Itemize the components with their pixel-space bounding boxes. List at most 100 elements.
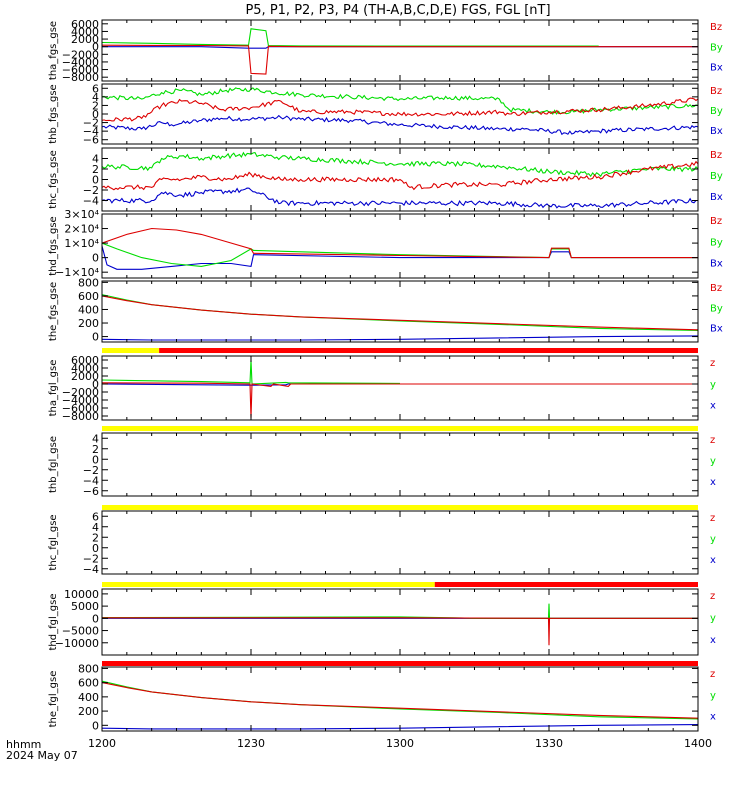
legend-z: z xyxy=(710,669,715,680)
y-tick-label: 2000 xyxy=(71,33,99,46)
y-tick-label: −10000 xyxy=(55,637,99,650)
panel-frame xyxy=(101,432,699,497)
panel-tha_fgs_gse: 6000400020000−2000−4000−6000−8000tha_fgs… xyxy=(48,18,723,84)
y-tick-label: −2000 xyxy=(62,48,99,61)
legend-x: x xyxy=(710,477,716,488)
legend-y: y xyxy=(710,456,716,467)
series-By xyxy=(102,151,698,178)
y-tick-label: −4000 xyxy=(62,56,99,69)
y-axis-label: the_fgl_gse xyxy=(48,671,59,728)
y-tick-label: 4 xyxy=(92,521,99,534)
y-tick-label: 6000 xyxy=(71,18,99,31)
x-tick-label: 1400 xyxy=(684,737,712,750)
legend-x: x xyxy=(710,401,716,412)
y-tick-label: −8000 xyxy=(62,71,99,84)
y-axis-label: thd_fgl_gse xyxy=(48,594,59,651)
y-tick-label: −5000 xyxy=(62,625,99,638)
y-tick-label: 4 xyxy=(92,153,99,166)
legend-y: y xyxy=(710,613,716,624)
y-tick-label: 600 xyxy=(78,677,99,690)
y-tick-label: 200 xyxy=(78,705,99,718)
legend-By: By xyxy=(710,237,723,248)
legend-By: By xyxy=(710,106,723,117)
legend-Bz: Bz xyxy=(710,150,722,161)
mode-bar-segment xyxy=(102,505,698,510)
y-tick-label: 2 xyxy=(92,531,99,544)
y-tick-label: 1×10⁴ xyxy=(64,237,99,250)
series-Bz xyxy=(102,295,698,331)
legend-Bz: Bz xyxy=(710,86,722,97)
y-tick-label: 6 xyxy=(92,510,99,523)
legend-z: z xyxy=(710,513,715,524)
legend-y: y xyxy=(710,690,716,701)
y-tick-label: −8000 xyxy=(62,410,99,423)
y-tick-label: 10000 xyxy=(64,588,99,601)
legend-z: z xyxy=(710,591,715,602)
legend-Bx: Bx xyxy=(710,126,723,137)
time-axis-label: hhmm xyxy=(6,738,41,751)
y-tick-label: 400 xyxy=(78,691,99,704)
y-tick-label: 4 xyxy=(92,91,99,104)
y-tick-label: −2 xyxy=(83,117,99,130)
panel-tha_fgl_gse: 6000400020000−2000−4000−6000−8000tha_fgl… xyxy=(48,348,716,423)
y-tick-label: 4000 xyxy=(71,362,99,375)
series-Bx xyxy=(102,245,698,270)
series-y xyxy=(102,603,698,619)
y-tick-label: −6000 xyxy=(62,402,99,415)
legend-Bx: Bx xyxy=(710,324,723,335)
legend-By: By xyxy=(710,42,723,53)
y-tick-label: 2 xyxy=(92,99,99,112)
y-tick-label: 0 xyxy=(92,453,99,466)
y-tick-label: −2 xyxy=(83,464,99,477)
panel-frame xyxy=(101,280,699,343)
y-tick-label: 5000 xyxy=(71,600,99,613)
panel-frame xyxy=(101,19,699,82)
y-tick-label: 0 xyxy=(92,174,99,187)
mode-bar-segment xyxy=(102,348,160,353)
legend-Bx: Bx xyxy=(710,63,723,74)
legend-y: y xyxy=(710,534,716,545)
legend-z: z xyxy=(710,435,715,446)
y-tick-label: 800 xyxy=(78,276,99,289)
y-tick-label: 3×10⁴ xyxy=(64,208,99,221)
y-tick-label: 0 xyxy=(92,612,99,625)
series-Bz xyxy=(102,44,698,75)
y-axis-label: thb_fgs_gse xyxy=(48,84,59,143)
series-Bz xyxy=(102,227,698,259)
y-tick-label: −2 xyxy=(83,184,99,197)
y-tick-label: −4000 xyxy=(62,394,99,407)
y-tick-label: −6000 xyxy=(62,64,99,77)
y-tick-label: −1×10⁴ xyxy=(55,266,99,279)
y-tick-label: 0 xyxy=(92,108,99,121)
series-Bx xyxy=(102,187,698,209)
y-tick-label: 6 xyxy=(92,82,99,95)
y-tick-label: −4 xyxy=(83,125,99,138)
y-tick-label: 0 xyxy=(92,331,99,344)
y-axis-label: the_fgs_gse xyxy=(48,282,59,341)
y-tick-label: 4 xyxy=(92,432,99,445)
series-Bx xyxy=(102,114,698,136)
date-label: 2024 May 07 xyxy=(6,749,78,762)
series-z xyxy=(102,682,698,719)
panel-frame xyxy=(101,510,699,575)
legend-Bx: Bx xyxy=(710,192,723,203)
series-By xyxy=(102,294,698,332)
series-x xyxy=(102,617,698,624)
y-axis-label: thc_fgl_gse xyxy=(48,514,59,570)
legend-x: x xyxy=(710,555,716,566)
series-By xyxy=(102,28,599,47)
y-tick-label: −4 xyxy=(83,474,99,487)
panel-thc_fgs_gse: 420−2−4 thc_fgs_gse Bz By Bx xyxy=(48,147,723,212)
y-tick-label: 0 xyxy=(92,542,99,555)
x-tick-label: 1330 xyxy=(535,737,563,750)
y-tick-label: −4 xyxy=(83,563,99,576)
y-tick-label: −6 xyxy=(83,485,99,498)
mode-bar-segment xyxy=(102,582,435,587)
x-tick-label: 1300 xyxy=(386,737,414,750)
plot-title: P5, P1, P2, P3, P4 (TH-A,B,C,D,E) FGS, F… xyxy=(245,3,550,18)
